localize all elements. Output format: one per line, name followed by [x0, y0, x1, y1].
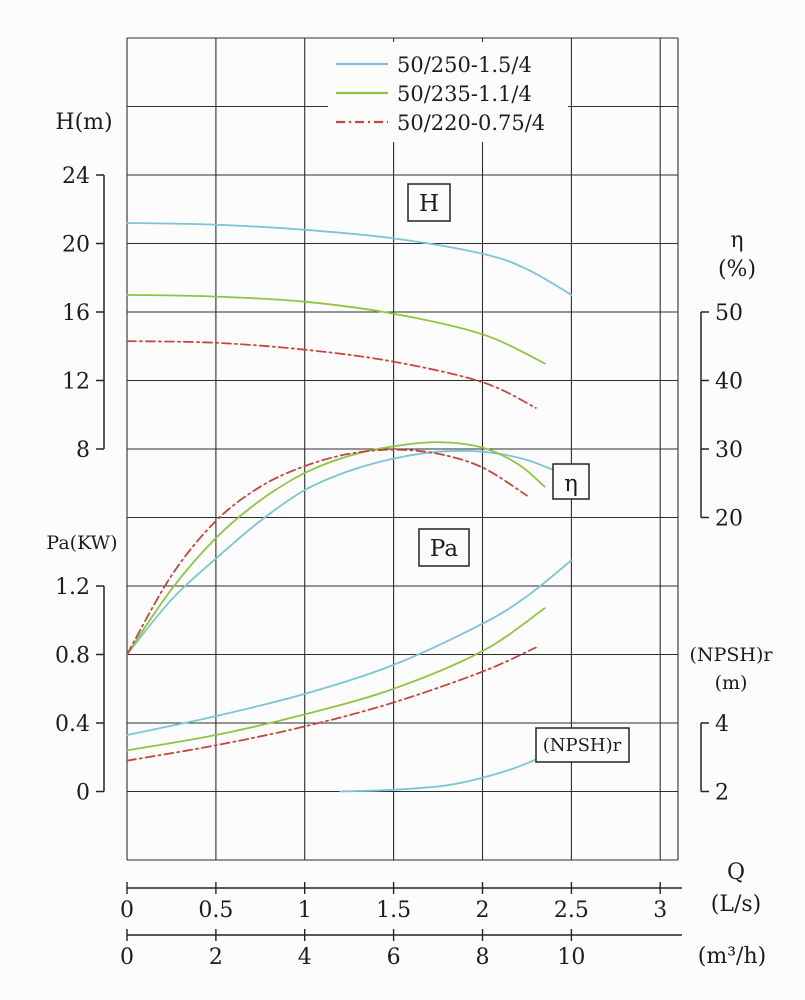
h-axis-bracket — [96, 174, 105, 450]
x-axis-m3h-line — [126, 929, 682, 941]
h-axis-tick-label: 20 — [62, 233, 90, 258]
pa-axis-tick-label: 0 — [76, 781, 90, 806]
x-axis-ls-tick-label: 3 — [653, 898, 667, 923]
curves-layer — [126, 222, 573, 793]
q-axis-label: Q — [727, 860, 745, 885]
curve-Pa_kW-50/250-1.5/4 — [126, 559, 573, 736]
x-axis-m3h-tick-label: 8 — [476, 945, 490, 970]
eta-axis-tick-label: 40 — [715, 370, 743, 395]
pa-axis-label: Pa(KW) — [46, 532, 117, 554]
curve-Pa_kW-50/220-0.75/4 — [126, 646, 537, 762]
h-axis-tick-label: 24 — [62, 164, 90, 189]
curve-label-Pa-box — [418, 528, 470, 567]
pa-axis-tick-label: 0.4 — [55, 712, 90, 737]
x-axis-ls-line — [126, 882, 682, 894]
npsh-axis-label: (NPSH)r — [690, 644, 774, 666]
eta-axis-tick-label: 30 — [715, 438, 743, 463]
curve-label-eta-text: η — [564, 471, 578, 497]
curve-Pa_kW-50/235-1.1/4 — [126, 607, 546, 752]
eta-axis-bracket — [700, 311, 709, 519]
x-axis-m3h-tick-label: 2 — [209, 945, 223, 970]
npsh-axis-tick-label: 4 — [715, 712, 729, 737]
pa-axis-bracket — [96, 585, 105, 793]
npsh-axis-tick-label: 2 — [715, 781, 729, 806]
curve-eta_pct-50/220-0.75/4 — [126, 448, 528, 656]
x-axis-ls-tick-label: 1.5 — [376, 898, 411, 923]
curve-label-H-text: H — [419, 191, 439, 217]
eta-axis-label: η — [730, 228, 743, 253]
x-axis-m3h-tick-label: 4 — [298, 945, 312, 970]
curve-H_m-50/235-1.1/4 — [126, 294, 546, 365]
x-axis-m3h-tick-label: 0 — [120, 945, 134, 970]
h-axis-label: H(m) — [55, 110, 112, 135]
curve-eta_pct-50/235-1.1/4 — [126, 441, 546, 656]
curve-label-eta: η — [552, 463, 590, 500]
h-axis-tick-label: 12 — [62, 370, 90, 395]
curve-label-H: H — [407, 183, 451, 222]
curve-eta_pct-50/250-1.5/4 — [126, 449, 573, 656]
x-axis-m3h-tick-label: 10 — [557, 945, 585, 970]
npsh-axis-unit-label: (m) — [715, 672, 748, 694]
pa-axis-tick-label: 0.8 — [55, 644, 90, 669]
h-axis-tick-label: 16 — [62, 301, 90, 326]
curve-H_m-50/250-1.5/4 — [126, 222, 573, 296]
curve-H_m-50/220-0.75/4 — [126, 340, 537, 409]
eta-axis-unit-label: (%) — [718, 257, 756, 282]
q-axis-unit-m3h-label: (m³/h) — [698, 944, 766, 969]
h-axis-tick-label: 8 — [76, 438, 90, 463]
q-axis-unit-ls-label: (L/s) — [711, 892, 761, 917]
x-axis-ls-tick-label: 0 — [120, 898, 134, 923]
legend: 50/250-1.5/4 50/235-1.1/4 50/220-0.75/4 — [328, 42, 568, 142]
curve-label-H-box — [407, 183, 451, 222]
curve-label-NPSHr-text: (NPSH)r — [543, 735, 622, 756]
x-axis-ls-tick-label: 2 — [476, 898, 490, 923]
x-axis-m3h-tick-label: 6 — [387, 945, 401, 970]
legend-label-0: 50/250-1.5/4 — [397, 53, 532, 77]
x-axis-ls-tick-label: 0.5 — [198, 898, 233, 923]
curve-label-NPSHr-box — [535, 727, 630, 763]
curve-NPSHr_m-50/250-1.5/4 — [339, 754, 546, 793]
curve-label-Pa: Pa — [418, 528, 470, 567]
curve-label-Pa-text: Pa — [430, 536, 458, 562]
eta-axis-tick-label: 50 — [715, 301, 743, 326]
x-axis-ls-tick-label: 2.5 — [554, 898, 589, 923]
legend-label-2: 50/220-0.75/4 — [397, 111, 545, 135]
legend-label-1: 50/235-1.1/4 — [397, 82, 532, 106]
curve-label-NPSHr: (NPSH)r — [535, 727, 630, 763]
npsh-axis-bracket — [700, 722, 709, 793]
x-axis-ls-tick-label: 1 — [298, 898, 312, 923]
pa-axis-tick-label: 1.2 — [55, 575, 90, 600]
eta-axis-tick-label: 20 — [715, 507, 743, 532]
curve-label-eta-box — [552, 463, 590, 500]
